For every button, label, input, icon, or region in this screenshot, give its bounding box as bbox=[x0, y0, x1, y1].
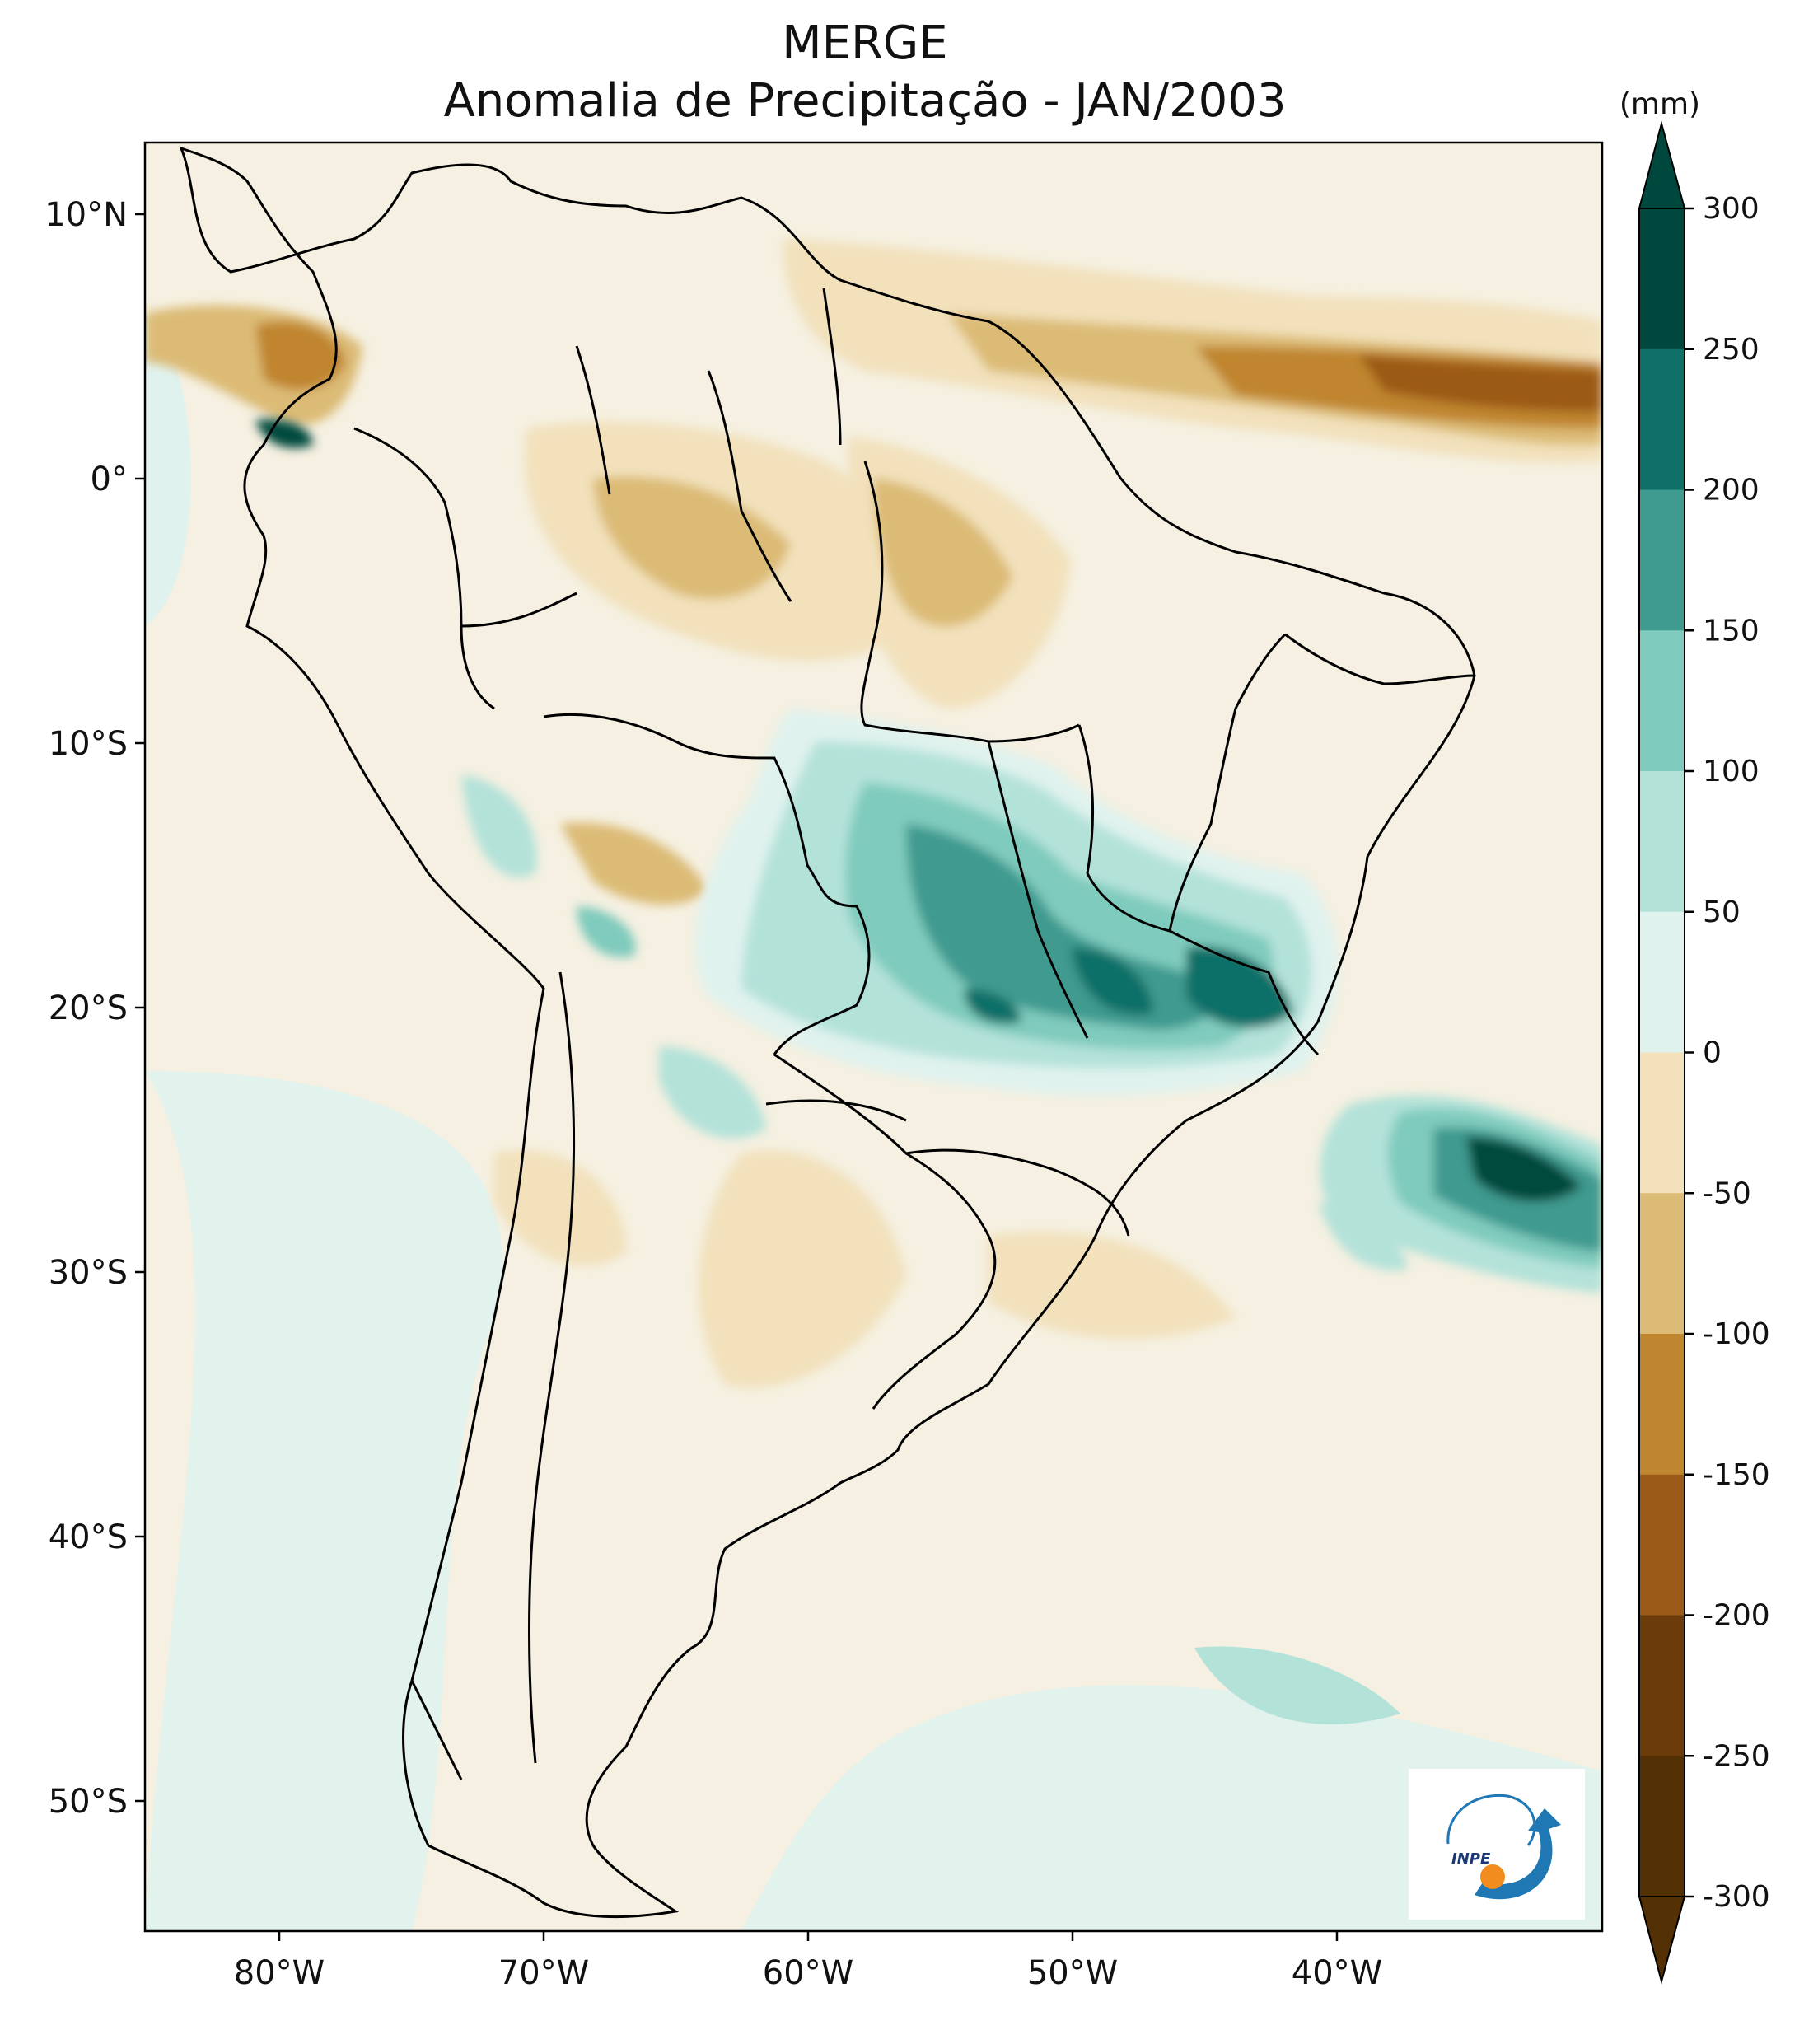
colorbar-tick-label: 250 bbox=[1703, 333, 1760, 367]
colorbar-tick-label: 150 bbox=[1703, 614, 1760, 648]
colorbar-band bbox=[1639, 1052, 1685, 1194]
lon-axis: 80°W 70°W 60°W 50°W 40°W bbox=[234, 1931, 1382, 1992]
colorbar-tick-label: 200 bbox=[1703, 474, 1760, 507]
map-frame bbox=[143, 141, 1604, 1933]
map-title: MERGE bbox=[782, 16, 948, 70]
colorbar-band bbox=[1639, 1474, 1685, 1616]
lat-label: 30°S bbox=[49, 1254, 128, 1292]
map-subtitle: Anomalia de Precipitação - JAN/2003 bbox=[443, 74, 1287, 128]
inpe-logo: INPE bbox=[1409, 1769, 1585, 1920]
colorbar-band bbox=[1639, 1615, 1685, 1756]
lat-label: 50°S bbox=[49, 1783, 128, 1821]
anomaly-field bbox=[145, 143, 1602, 1931]
lat-label: 10°N bbox=[44, 196, 128, 234]
colorbar-tick-label: -50 bbox=[1703, 1176, 1751, 1210]
arrow-icon bbox=[1475, 1808, 1561, 1900]
logo-text: INPE bbox=[1451, 1850, 1491, 1868]
colorbar: (mm) 300 250 200 150 100 50 0 -50 -100 -150 -200 -2… bbox=[1619, 87, 1770, 1985]
lat-label: 0° bbox=[91, 461, 128, 498]
lat-label: 20°S bbox=[49, 989, 128, 1027]
colorbar-band bbox=[1639, 911, 1685, 1053]
lat-axis: 10°N 0° 10°S 20°S 30°S 40°S 50°S bbox=[44, 196, 145, 1821]
colorbar-tick-label: 100 bbox=[1703, 755, 1760, 788]
lon-label: 70°W bbox=[498, 1954, 589, 1992]
colorbar-tick-label: -300 bbox=[1703, 1880, 1770, 1914]
colorbar-tick-label: -150 bbox=[1703, 1458, 1770, 1492]
colorbar-band bbox=[1639, 630, 1685, 772]
colorbar-tick-label: 50 bbox=[1703, 896, 1741, 929]
colorbar-band bbox=[1639, 1193, 1685, 1335]
colorbar-band bbox=[1639, 1334, 1685, 1476]
colorbar-tick-label: 300 bbox=[1703, 192, 1760, 226]
lon-label: 50°W bbox=[1027, 1954, 1118, 1992]
lat-label: 40°S bbox=[49, 1518, 128, 1556]
colorbar-tick-label: -250 bbox=[1703, 1739, 1770, 1773]
lon-label: 80°W bbox=[234, 1954, 325, 1992]
lon-label: 40°W bbox=[1292, 1954, 1382, 1992]
colorbar-band bbox=[1639, 1756, 1685, 1897]
colorbar-band bbox=[1639, 771, 1685, 913]
colorbar-band bbox=[1639, 489, 1685, 631]
lat-label: 10°S bbox=[49, 725, 128, 763]
lon-label: 60°W bbox=[763, 1954, 853, 1992]
colorbar-unit: (mm) bbox=[1619, 87, 1700, 121]
colorbar-band bbox=[1639, 348, 1685, 490]
colorbar-tick-label: -100 bbox=[1703, 1317, 1770, 1351]
colorbar-tick-label: 0 bbox=[1703, 1036, 1722, 1070]
colorbar-band bbox=[1639, 208, 1685, 350]
coastlines bbox=[179, 146, 1476, 1919]
colorbar-tick-label: -200 bbox=[1703, 1599, 1770, 1633]
